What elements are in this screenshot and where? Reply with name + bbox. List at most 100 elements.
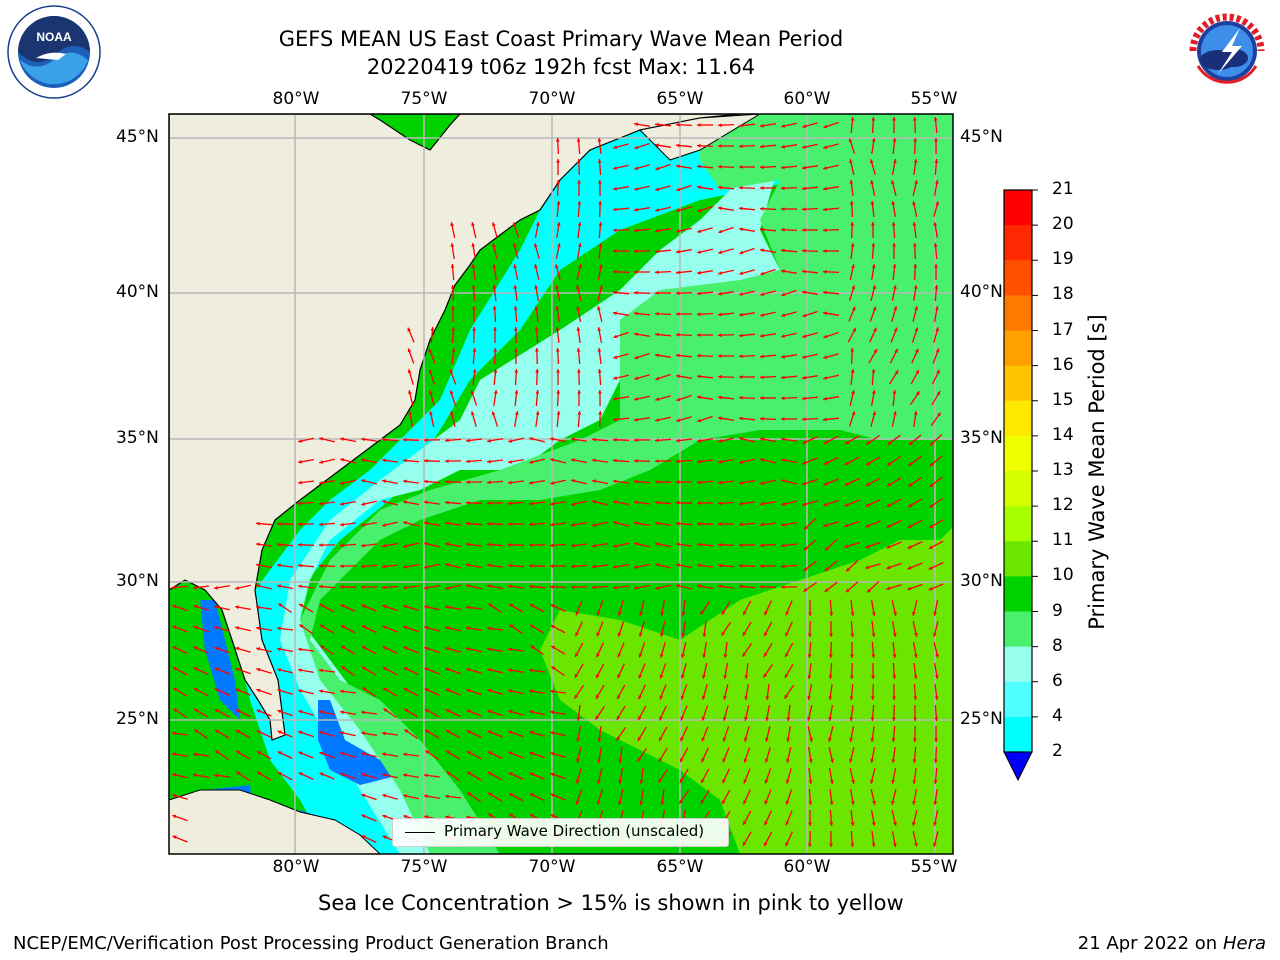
wave-arrow-head [557,243,561,247]
wave-arrow-head [634,521,638,525]
wave-arrow-head [193,585,197,590]
wave-arrow-head [319,522,323,527]
wave-arrow-head [915,370,919,374]
wave-arrow-head [574,673,579,678]
wave-arrow-head [871,369,876,373]
colorbar-tick-label: 9 [1052,600,1063,621]
wave-arrow-head [908,441,913,446]
wave-arrow-head [361,752,366,756]
wave-arrow-head [256,605,260,610]
wave-arrow-head [534,306,539,310]
wave-arrow-head [634,166,639,170]
wave-arrow-head [913,411,918,415]
wave-arrow-head [556,180,561,184]
wave-arrow-head [823,290,827,295]
wave-arrow-head [718,185,722,190]
wave-arrow-head [848,138,853,143]
wave-arrow-head [660,612,665,616]
wave-arrow-head [556,201,561,205]
wave-arrow-head [850,822,855,826]
wave-arrow-head [450,222,454,226]
wave-arrow-head [829,612,834,616]
wave-arrow-head [908,503,913,508]
wave-arrow-head [808,822,812,826]
wave-arrow-head [655,563,660,567]
wave-arrow-head [425,750,430,755]
wave-arrow-head [472,369,477,373]
colorbar-segment [1004,225,1032,261]
wave-arrow-head [598,390,602,394]
wave-arrow-head [382,604,387,609]
wave-arrow-head [659,653,664,658]
wave-arrow-head [194,729,199,734]
wave-arrow-head [407,369,412,374]
wave-arrow-head [892,390,897,394]
wave-arrow-head [256,730,261,734]
wave-arrow-head [655,208,659,212]
wave-arrow-head [597,779,601,784]
wave-arrow-head [172,625,177,630]
wave-arrow-head [718,501,722,506]
medium-green-region [300,114,953,854]
wave-arrow-head [803,546,808,551]
wave-arrow-head [340,625,345,629]
wave-arrow-head [424,667,429,672]
wave-arrow-head [598,243,603,247]
svg-text:NOAA: NOAA [36,30,72,44]
wave-arrow-head [613,521,618,525]
wave-arrow-head [493,348,498,352]
wave-arrow-head [256,709,261,714]
colorbar-segment [1004,471,1032,507]
wave-arrow-head [319,543,323,547]
wave-arrow-head [613,479,617,484]
wave-arrow-head [914,842,918,847]
wave-arrow-head [403,646,408,651]
wave-arrow-head [613,145,618,149]
wave-arrow-head [718,164,722,169]
wave-arrow-head [739,501,743,506]
wave-arrow-head [781,479,786,483]
wave-arrow-head [172,731,176,736]
wave-arrow-head [617,632,622,637]
wave-arrow-head [870,180,874,184]
wave-arrow-head [599,285,603,290]
wave-arrow-head [760,206,764,211]
wave-arrow-head [576,369,581,373]
wave-arrow-head [723,695,727,700]
colorbar-tick-label: 12 [1052,495,1074,516]
wave-arrow-head [634,270,638,274]
wave-arrow-head [934,696,939,700]
wave-arrow-head [676,143,680,148]
wave-arrow-head [697,563,701,568]
wave-arrow-head [193,667,198,671]
wave-arrow-head [235,667,240,672]
wave-arrow-head [340,584,344,589]
wave-arrow-head [466,688,471,693]
wave-arrow-head [845,588,850,593]
wave-arrow-head [892,138,897,142]
wave-arrow-head [445,586,450,590]
wave-arrow-head [509,603,514,608]
wave-arrow-head [277,647,281,652]
wave-arrow-head [403,544,408,548]
wave-arrow-head [723,654,728,658]
wave-arrow-head [634,145,639,150]
wave-arrow-head [933,612,937,616]
wave-arrow-head [760,292,765,296]
wave-arrow-head [893,611,897,616]
wave-arrow-head [492,306,497,310]
wave-arrow-head [361,646,366,650]
wave-arrow-head [361,625,366,629]
wave-arrow-head [760,481,765,485]
wave-arrow-head [913,159,918,163]
legend-line-swatch [405,832,435,833]
wave-arrow-head [446,750,451,755]
wave-arrow-head [929,483,934,487]
wave-arrow-head [808,759,813,763]
wave-arrow-head [934,180,939,184]
wave-arrow-head [424,458,428,463]
wave-arrow-head [613,311,617,316]
wave-arrow-head [340,604,345,608]
wave-arrow-head [577,390,581,394]
